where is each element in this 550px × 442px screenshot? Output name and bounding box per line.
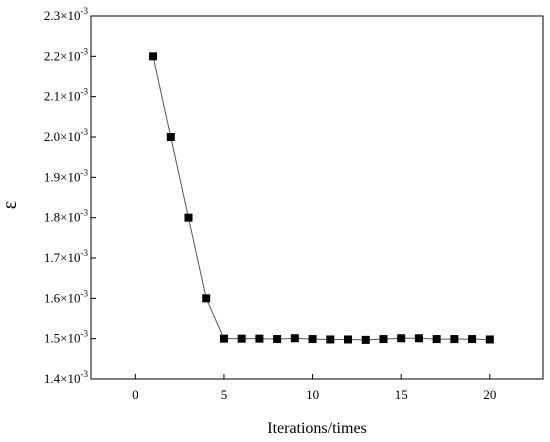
y-tick-exponent: -3 (81, 6, 89, 16)
data-point (149, 52, 158, 61)
y-tick-mantissa: 1.5×10 (44, 331, 81, 346)
data-point (485, 335, 494, 344)
data-point (255, 334, 264, 343)
x-tick-label: 15 (395, 387, 408, 402)
data-point (202, 294, 211, 303)
y-tick-mantissa: 1.4×10 (44, 371, 81, 386)
data-point (468, 335, 477, 344)
y-tick-exponent: -3 (81, 288, 89, 298)
y-tick-mantissa: 1.6×10 (44, 290, 81, 305)
x-tick-label: 10 (306, 387, 319, 402)
x-axis-label: Iterations/times (267, 420, 367, 437)
y-tick-exponent: -3 (81, 127, 89, 137)
x-tick-label: 20 (483, 387, 496, 402)
data-point (290, 334, 299, 343)
data-point (361, 335, 370, 344)
y-axis-label: ε (0, 201, 21, 209)
y-tick-mantissa: 1.7×10 (44, 250, 81, 265)
y-tick-exponent: -3 (81, 87, 89, 97)
data-point (219, 334, 228, 343)
data-point (344, 335, 353, 344)
data-point (273, 335, 282, 344)
y-tick-label: 2.0×10-3 (44, 127, 89, 144)
y-tick-exponent: -3 (81, 167, 89, 177)
y-tick-mantissa: 1.9×10 (44, 169, 81, 184)
data-point (308, 335, 317, 344)
x-axis: 0 5 10 15 20 (132, 374, 496, 402)
data-point (397, 334, 406, 343)
data-point (184, 213, 193, 222)
y-tick-mantissa: 2.3×10 (44, 8, 81, 23)
y-tick-label: 2.2×10-3 (44, 46, 89, 63)
y-tick-exponent: -3 (81, 46, 89, 56)
data-point (379, 335, 388, 344)
y-tick-label: 2.3×10-3 (44, 6, 89, 23)
y-axis: 1.4×10-31.5×10-31.6×10-31.7×10-31.8×10-3… (44, 6, 96, 386)
y-tick-mantissa: 2.0×10 (44, 129, 81, 144)
y-tick-exponent: -3 (81, 208, 89, 218)
y-tick-mantissa: 2.2×10 (44, 48, 81, 63)
x-tick-label: 0 (132, 387, 139, 402)
y-tick-label: 1.9×10-3 (44, 167, 89, 184)
y-tick-label: 1.5×10-3 (44, 329, 89, 346)
plot-frame (90, 15, 544, 380)
y-tick-exponent: -3 (81, 329, 89, 339)
data-point (450, 335, 459, 344)
data-point (326, 335, 335, 344)
y-tick-label: 1.8×10-3 (44, 208, 89, 225)
data-point (414, 334, 423, 343)
y-tick-label: 1.4×10-3 (44, 369, 89, 386)
x-tick-label: 5 (221, 387, 228, 402)
y-tick-label: 1.6×10-3 (44, 288, 89, 305)
y-tick-exponent: -3 (81, 369, 89, 379)
data-point (432, 335, 441, 344)
y-tick-label: 2.1×10-3 (44, 87, 89, 104)
data-point (237, 334, 246, 343)
data-point (166, 133, 175, 141)
y-tick-mantissa: 2.1×10 (44, 89, 81, 104)
y-tick-mantissa: 1.8×10 (44, 210, 81, 225)
data-points (149, 52, 494, 344)
y-tick-label: 1.7×10-3 (44, 248, 89, 265)
y-tick-exponent: -3 (81, 248, 89, 258)
